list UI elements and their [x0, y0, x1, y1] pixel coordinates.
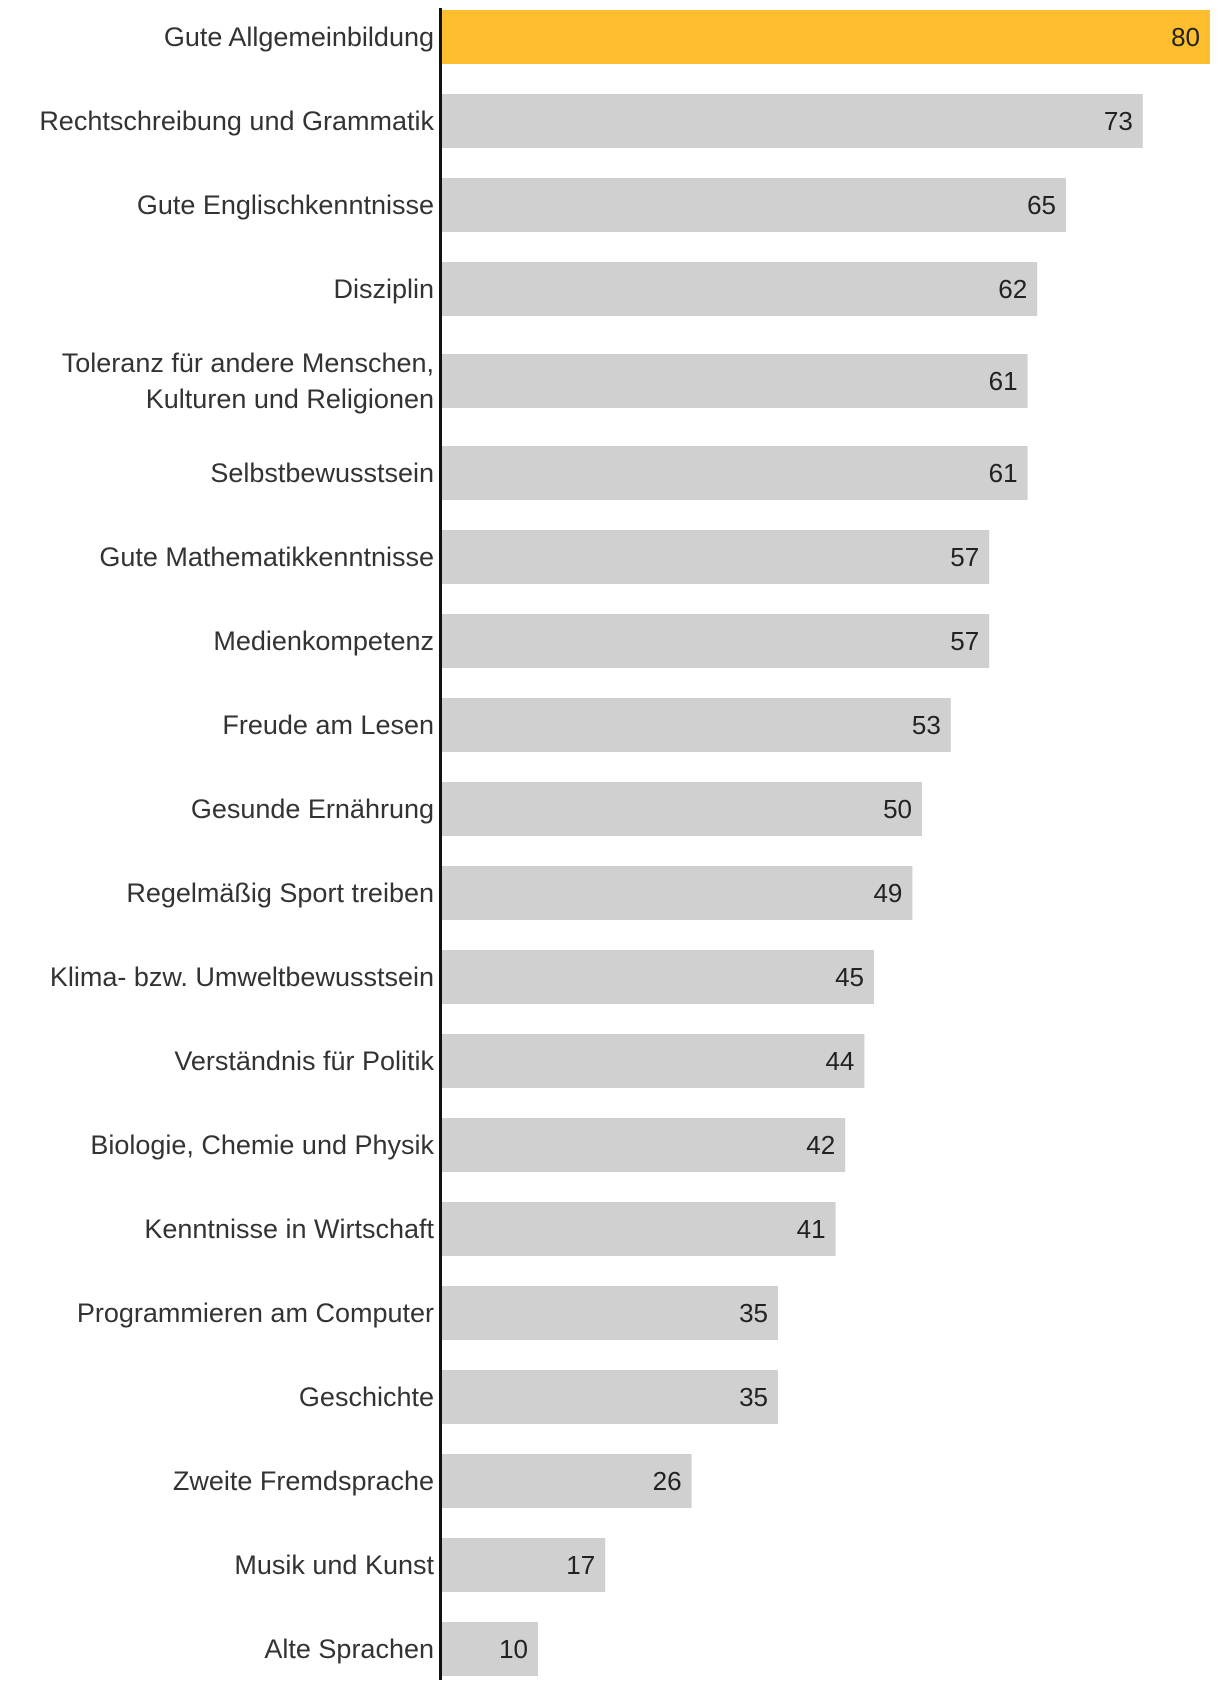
- value-label-2: 73: [1104, 106, 1133, 136]
- category-label-17: Geschichte: [299, 1382, 434, 1412]
- category-label-line: Gute Allgemeinbildung: [164, 22, 434, 52]
- category-label-line: Disziplin: [333, 274, 434, 304]
- category-label-18: Zweite Fremdsprache: [173, 1466, 434, 1496]
- value-label-5: 61: [989, 366, 1018, 396]
- value-label-4: 62: [998, 274, 1027, 304]
- category-label-line: Rechtschreibung und Grammatik: [39, 106, 434, 136]
- bar-17: [442, 1370, 778, 1424]
- value-label-7: 57: [950, 542, 979, 572]
- category-label-line: Programmieren am Computer: [77, 1298, 434, 1328]
- category-label-20: Alte Sprachen: [264, 1634, 434, 1664]
- bar-18: [442, 1454, 692, 1508]
- category-label-9: Freude am Lesen: [222, 710, 434, 740]
- category-labels: Gute Allgemeinbildung Rechtschreibung und…: [39, 22, 434, 1664]
- category-label-line: Alte Sprachen: [264, 1634, 434, 1664]
- bar-4: [442, 262, 1038, 316]
- value-label-13: 44: [825, 1046, 854, 1076]
- value-label-1: 80: [1171, 22, 1200, 52]
- value-label-19: 17: [566, 1550, 595, 1580]
- value-label-3: 65: [1027, 190, 1056, 220]
- bar-9: [442, 698, 951, 752]
- category-label-line: Biologie, Chemie und Physik: [90, 1130, 434, 1160]
- category-label-13: Verständnis für Politik: [174, 1046, 434, 1076]
- category-label-14: Biologie, Chemie und Physik: [90, 1130, 434, 1160]
- bar-19: [442, 1538, 606, 1592]
- category-label-line: Toleranz für andere Menschen,: [62, 348, 434, 378]
- category-label-line: Gute Mathematikkenntnisse: [99, 542, 434, 572]
- bar-12: [442, 950, 874, 1004]
- bar-2: [442, 94, 1143, 148]
- bar-13: [442, 1034, 865, 1088]
- value-label-8: 57: [950, 626, 979, 656]
- value-label-12: 45: [835, 962, 864, 992]
- value-labels: 80 73 65 62 61 61 57 57 53 50 49 45 44 42 41 35 35 26 17 10: [499, 22, 1200, 1664]
- category-label-line: Musik und Kunst: [234, 1550, 434, 1580]
- category-label-5: Toleranz für andere Menschen, Kulturen un…: [62, 348, 434, 414]
- bar-1: [442, 10, 1210, 64]
- category-label-line: Freude am Lesen: [222, 710, 434, 740]
- value-label-11: 49: [873, 878, 902, 908]
- category-label-11: Regelmäßig Sport treiben: [126, 878, 434, 908]
- category-label-line: Regelmäßig Sport treiben: [126, 878, 434, 908]
- bar-8: [442, 614, 990, 668]
- category-label-line: Verständnis für Politik: [174, 1046, 434, 1076]
- category-label-6: Selbstbewusstsein: [210, 458, 434, 488]
- category-label-line: Medienkompetenz: [213, 626, 434, 656]
- category-label-16: Programmieren am Computer: [77, 1298, 434, 1328]
- bar-7: [442, 530, 990, 584]
- value-label-10: 50: [883, 794, 912, 824]
- value-label-16: 35: [739, 1298, 768, 1328]
- bar-14: [442, 1118, 846, 1172]
- category-label-2: Rechtschreibung und Grammatik: [39, 106, 434, 136]
- bar-3: [442, 178, 1066, 232]
- category-label-line: Kenntnisse in Wirtschaft: [144, 1214, 434, 1244]
- bar-10: [442, 782, 922, 836]
- category-label-line: Klima- bzw. Umweltbewusstsein: [50, 962, 434, 992]
- category-label-line: Zweite Fremdsprache: [173, 1466, 434, 1496]
- category-label-line: Selbstbewusstsein: [210, 458, 434, 488]
- bar-15: [442, 1202, 836, 1256]
- value-label-6: 61: [989, 458, 1018, 488]
- bar-16: [442, 1286, 778, 1340]
- bar-5: [442, 354, 1028, 408]
- category-label-7: Gute Mathematikkenntnisse: [99, 542, 434, 572]
- category-label-4: Disziplin: [333, 274, 434, 304]
- category-label-line: Geschichte: [299, 1382, 434, 1412]
- value-label-18: 26: [653, 1466, 682, 1496]
- bars-layer: [442, 10, 1210, 1676]
- bar-11: [442, 866, 913, 920]
- category-label-19: Musik und Kunst: [234, 1550, 434, 1580]
- bar-20: [442, 1622, 538, 1676]
- value-label-15: 41: [797, 1214, 826, 1244]
- category-label-8: Medienkompetenz: [213, 626, 434, 656]
- value-label-9: 53: [912, 710, 941, 740]
- category-label-12: Klima- bzw. Umweltbewusstsein: [50, 962, 434, 992]
- category-label-line: Gesunde Ernährung: [191, 794, 434, 824]
- value-label-20: 10: [499, 1634, 528, 1664]
- bar-6: [442, 446, 1028, 500]
- value-label-14: 42: [806, 1130, 835, 1160]
- category-label-10: Gesunde Ernährung: [191, 794, 434, 824]
- category-label-15: Kenntnisse in Wirtschaft: [144, 1214, 434, 1244]
- category-label-3: Gute Englischkenntnisse: [137, 190, 434, 220]
- category-label-1: Gute Allgemeinbildung: [164, 22, 434, 52]
- value-label-17: 35: [739, 1382, 768, 1412]
- category-label-line: Gute Englischkenntnisse: [137, 190, 434, 220]
- category-label-line: Kulturen und Religionen: [146, 384, 434, 414]
